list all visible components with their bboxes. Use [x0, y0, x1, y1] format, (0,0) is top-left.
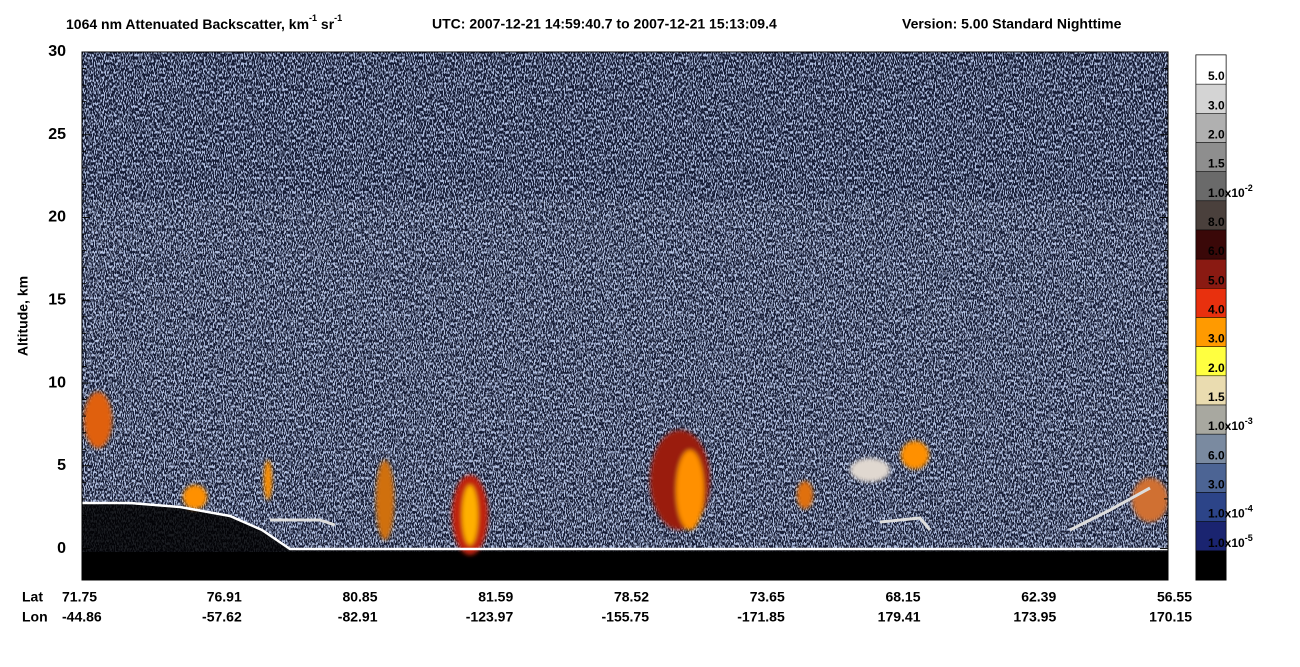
lat-label: 68.15 [885, 589, 920, 605]
colorbar-label-text: 1.0x10 [1208, 186, 1245, 200]
colorbar-label: 6.0 [1208, 449, 1225, 463]
lon-label: 170.15 [1149, 609, 1192, 625]
colorbar-label: 2.0 [1208, 361, 1225, 375]
colorbar-label: 3.0 [1208, 99, 1225, 113]
lon-label: -44.86 [62, 609, 102, 625]
colorbar-label: 1.5 [1208, 390, 1225, 404]
lon-label: 173.95 [1013, 609, 1056, 625]
colorbar-label: 1.0x10-2 [1208, 183, 1253, 200]
colorbar-label-exponent: -4 [1245, 504, 1253, 514]
colorbar-swatch [1195, 142, 1227, 172]
version: Version: 5.00 Standard Nighttime [902, 16, 1122, 32]
colorbar-label-text: 3.0 [1208, 99, 1225, 113]
lat-label: 73.65 [750, 589, 785, 605]
colorbar-label-text: 6.0 [1208, 244, 1225, 258]
lat-label: 76.91 [207, 589, 242, 605]
y-tick-label: 5 [57, 457, 66, 474]
colorbar-label: 2.0 [1208, 128, 1225, 142]
colorbar-swatch [1195, 83, 1227, 114]
colorbar-label-text: 1.0x10 [1208, 419, 1245, 433]
colorbar-swatch [1195, 317, 1227, 347]
lon-label: -82.91 [338, 609, 378, 625]
y-tick-label: 0 [57, 540, 66, 557]
backscatter-image [82, 52, 1168, 580]
colorbar-label-text: 8.0 [1208, 215, 1225, 229]
colorbar-label-text: 4.0 [1208, 303, 1225, 317]
lon-label: 179.41 [878, 609, 921, 625]
colorbar-label-text: 1.0x10 [1208, 536, 1245, 550]
y-tick-label: 30 [48, 43, 66, 60]
colorbar-label-text: 1.5 [1208, 390, 1225, 404]
colorbar-label: 8.0 [1208, 215, 1225, 229]
lon-label: -171.85 [737, 609, 785, 625]
lat-label: 56.55 [1157, 589, 1192, 605]
colorbar-swatch [1195, 258, 1227, 289]
y-tick-label: 10 [48, 374, 66, 391]
colorbar-label-exponent: -3 [1245, 417, 1253, 427]
y-axis-label: Altitude, km [15, 276, 31, 356]
lat-label: 71.75 [62, 589, 97, 605]
lon-row-label: Lon [22, 609, 48, 625]
colorbar-label-text: 5.0 [1208, 69, 1225, 83]
colorbar-swatch [1195, 521, 1227, 552]
colorbar-label-exponent: -2 [1245, 183, 1253, 193]
lon-label: -155.75 [602, 609, 650, 625]
colorbar-label-text: 2.0 [1208, 361, 1225, 375]
colorbar-swatch [1195, 200, 1227, 231]
lon-label: -123.97 [466, 609, 514, 625]
y-tick-label: 20 [48, 209, 66, 226]
colorbar-label: 3.0 [1208, 478, 1225, 492]
colorbar-label-text: 5.0 [1208, 274, 1225, 288]
y-tick-label: 15 [48, 291, 66, 308]
colorbar-label: 6.0 [1208, 244, 1225, 258]
lat-row-label: Lat [22, 589, 43, 605]
lat-label: 81.59 [478, 589, 513, 605]
colorbar-swatch [1195, 404, 1227, 435]
colorbar-swatch [1195, 54, 1227, 85]
colorbar-label: 5.0 [1208, 274, 1225, 288]
colorbar-label-text: 2.0 [1208, 128, 1225, 142]
colorbar-swatch [1195, 550, 1227, 581]
colorbar-label: 5.0 [1208, 69, 1225, 83]
colorbar-swatch [1195, 229, 1227, 260]
lat-label: 80.85 [342, 589, 377, 605]
colorbar-label: 1.5 [1208, 157, 1225, 171]
colorbar-label-text: 1.0x10 [1208, 507, 1245, 521]
colorbar-label-text: 1.5 [1208, 157, 1225, 171]
colorbar-label-text: 3.0 [1208, 478, 1225, 492]
lat-label: 78.52 [614, 589, 649, 605]
lat-label: 62.39 [1021, 589, 1056, 605]
colorbar-swatch [1195, 346, 1227, 377]
colorbar-label: 1.0x10-4 [1208, 504, 1253, 521]
colorbar-label: 1.0x10-3 [1208, 417, 1253, 434]
colorbar-label-text: 3.0 [1208, 332, 1225, 346]
colorbar-label: 1.0x10-5 [1208, 533, 1253, 550]
lon-label: -57.62 [202, 609, 242, 625]
colorbar-label: 4.0 [1208, 303, 1225, 317]
colorbar-label-exponent: -5 [1245, 533, 1253, 543]
time-range: UTC: 2007-12-21 14:59:40.7 to 2007-12-21… [432, 16, 777, 32]
colorbar-swatch [1195, 288, 1227, 318]
colorbar-swatch [1195, 375, 1227, 406]
colorbar-swatch [1195, 113, 1227, 143]
colorbar-label: 3.0 [1208, 332, 1225, 346]
colorbar-swatch [1195, 492, 1227, 522]
title: 1064 nm Attenuated Backscatter, km-1 sr-… [66, 13, 342, 31]
y-tick-label: 25 [48, 126, 66, 143]
colorbar-label-text: 6.0 [1208, 449, 1225, 463]
